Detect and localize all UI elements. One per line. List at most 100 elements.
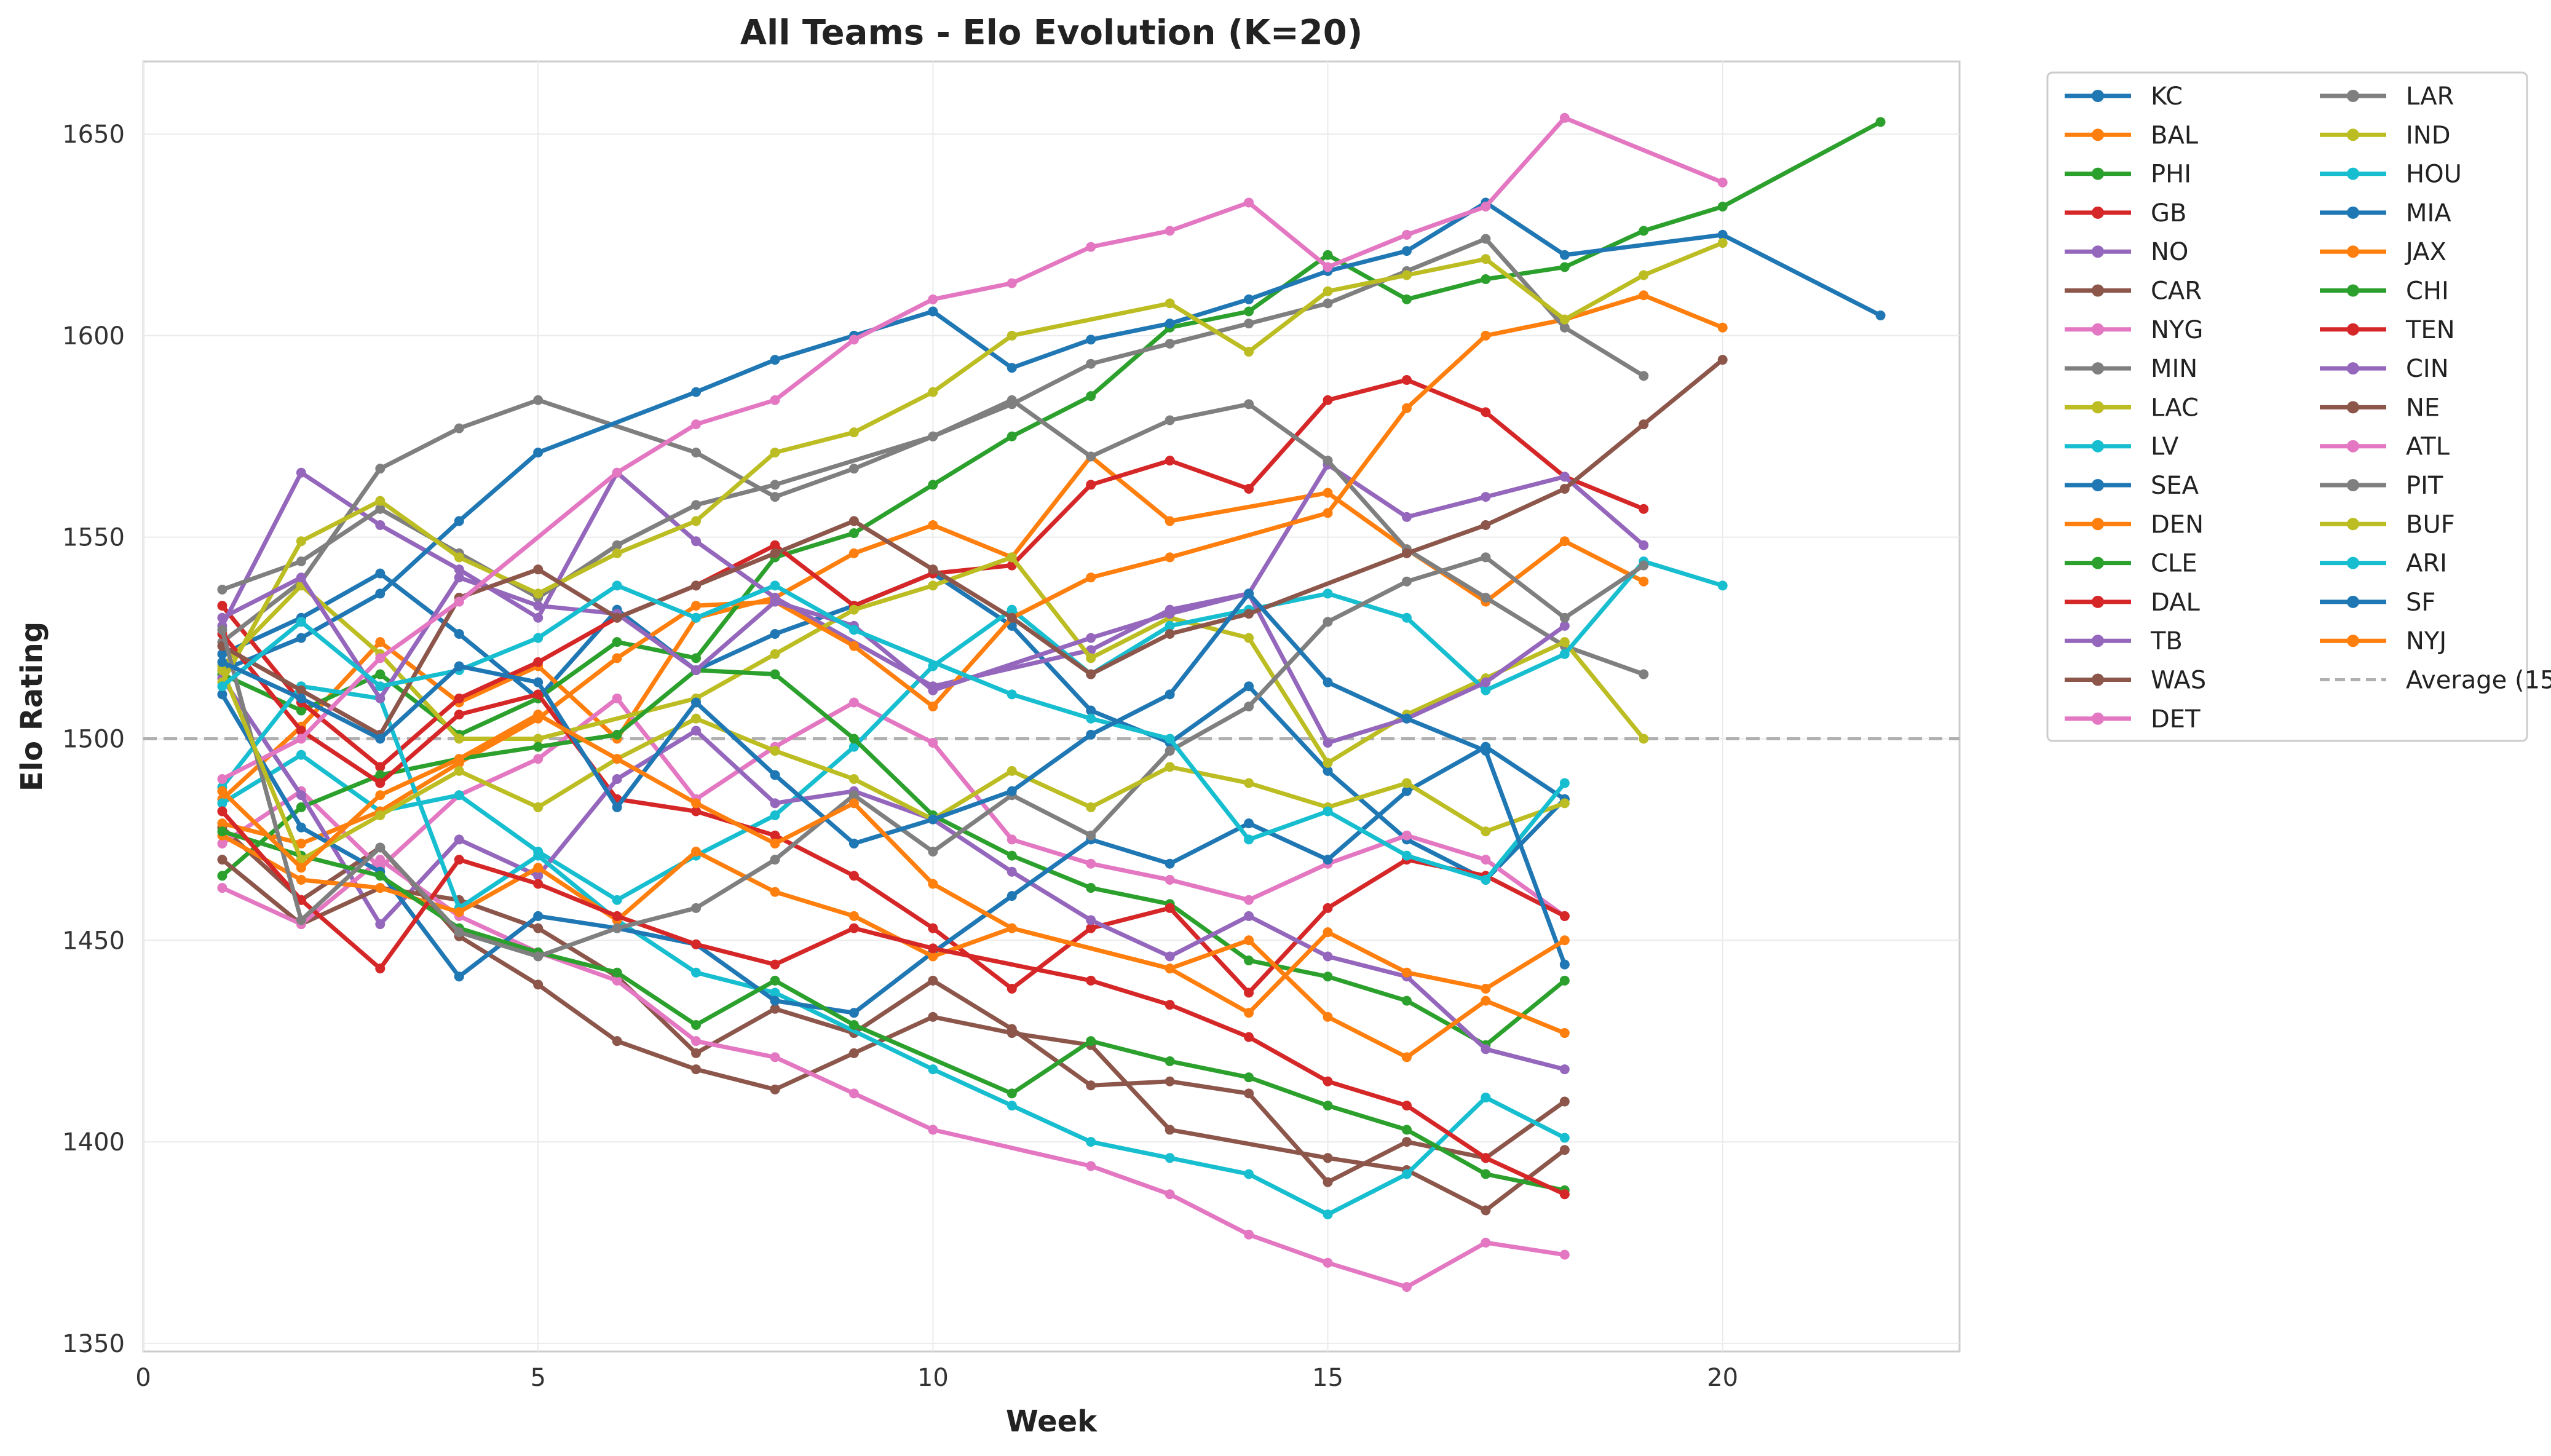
data-point [612, 540, 622, 550]
data-point [1559, 1249, 1570, 1260]
y-tick-label: 1350 [62, 1330, 125, 1358]
data-point [1481, 1092, 1491, 1102]
legend-label: TEN [2405, 316, 2455, 344]
legend-item: DAL [2065, 588, 2200, 617]
series-ari [217, 580, 1570, 885]
data-point [1007, 278, 1017, 288]
legend-label: CLE [2151, 550, 2197, 578]
data-point [770, 810, 780, 821]
data-point [1007, 552, 1017, 563]
data-point [1323, 806, 1333, 817]
data-point [1559, 959, 1570, 970]
data-point [1086, 572, 1096, 583]
data-point [375, 653, 386, 663]
data-point [217, 838, 227, 849]
data-point [770, 480, 780, 490]
data-point [1165, 298, 1175, 309]
data-point [1875, 311, 1886, 321]
data-point [217, 826, 227, 837]
data-point [1323, 395, 1333, 405]
data-point [1481, 677, 1491, 687]
data-point [1481, 520, 1491, 530]
data-point [217, 883, 227, 893]
data-point [217, 786, 227, 796]
data-point [296, 693, 306, 703]
data-point [296, 734, 306, 744]
data-point [454, 790, 464, 801]
data-point [928, 738, 938, 748]
legend-marker [2092, 556, 2104, 569]
data-point [1639, 504, 1649, 514]
data-point [848, 641, 859, 651]
legend-item: IND [2320, 121, 2451, 149]
data-point [533, 633, 544, 643]
legend-marker [2347, 206, 2359, 219]
data-point [217, 612, 227, 623]
data-point [1639, 560, 1649, 571]
data-point [217, 798, 227, 809]
data-point [770, 746, 780, 756]
data-point [1086, 1036, 1096, 1046]
series-line [220, 676, 1567, 1072]
data-point [770, 959, 780, 970]
data-point [1007, 612, 1017, 623]
data-point [691, 536, 702, 547]
data-point [612, 1036, 622, 1046]
legend-label: Average (1500) [2406, 667, 2551, 695]
chart-title: All Teams - Elo Evolution (K=20) [740, 13, 1363, 53]
legend-item: NE [2320, 394, 2440, 422]
y-axis-label: Elo Rating [15, 622, 49, 791]
data-point [1007, 786, 1017, 796]
data-point [1559, 620, 1570, 631]
data-point [454, 423, 464, 433]
data-point [1007, 834, 1017, 845]
legend-marker [2347, 284, 2359, 297]
data-point [612, 754, 622, 764]
legend-marker [2092, 518, 2104, 531]
data-point [770, 987, 780, 998]
data-point [1165, 1153, 1175, 1163]
legend-marker [2092, 284, 2104, 297]
data-point [1165, 552, 1175, 563]
legend-marker [2092, 129, 2104, 141]
data-point [375, 842, 386, 853]
data-point [691, 697, 702, 708]
data-point [1717, 580, 1728, 591]
series-layer [217, 113, 1886, 1292]
legend-marker [2347, 129, 2359, 141]
series-sf [217, 588, 1570, 970]
legend-marker [2092, 245, 2104, 258]
data-point [1086, 858, 1096, 869]
data-point [533, 710, 544, 720]
data-point [848, 838, 859, 849]
data-point [1007, 431, 1017, 441]
data-point [533, 923, 544, 933]
data-point [928, 564, 938, 575]
data-point [217, 818, 227, 829]
data-point [1559, 911, 1570, 921]
data-point [1007, 866, 1017, 877]
data-point [1559, 798, 1570, 809]
series-line [220, 668, 1567, 1048]
data-point [1165, 456, 1175, 466]
series-pit [217, 552, 1649, 962]
data-point [296, 915, 306, 925]
data-point [1717, 322, 1728, 333]
data-point [1007, 604, 1017, 615]
data-point [691, 1064, 702, 1075]
data-point [1323, 1209, 1333, 1220]
data-point [1244, 911, 1254, 921]
data-point [1323, 508, 1333, 518]
data-point [1559, 1096, 1570, 1107]
data-point [612, 637, 622, 647]
data-point [1401, 1282, 1412, 1292]
data-point [928, 1011, 938, 1022]
data-point [533, 879, 544, 889]
x-tick-label: 20 [1707, 1364, 1738, 1392]
legend-marker [2092, 90, 2104, 102]
data-point [1481, 855, 1491, 865]
data-point [848, 697, 859, 708]
data-point [612, 729, 622, 740]
data-point [296, 633, 306, 643]
data-point [1244, 702, 1254, 711]
